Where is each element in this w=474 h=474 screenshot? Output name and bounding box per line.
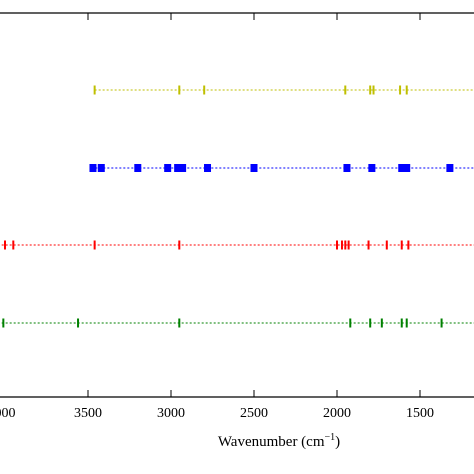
x-axis-label: Wavenumber (cm−1) bbox=[218, 432, 340, 450]
series-2-point-2 bbox=[134, 164, 142, 172]
x-tick-label-1: 3500 bbox=[74, 406, 102, 421]
series-2-point-1 bbox=[97, 164, 105, 172]
x-tick-label-5: 1500 bbox=[406, 406, 434, 421]
series-2-point-12 bbox=[446, 164, 454, 172]
x-tick-label-4: 2000 bbox=[323, 406, 351, 421]
series-4 bbox=[1, 318, 474, 328]
plot-frame bbox=[0, 12, 474, 398]
series-2-point-7 bbox=[250, 164, 258, 172]
series-1 bbox=[93, 85, 474, 95]
x-axis-label-main: Wavenumber (cm bbox=[218, 434, 325, 450]
series-3 bbox=[1, 240, 474, 250]
x-axis-label-superscript: −1 bbox=[325, 432, 336, 443]
series-2 bbox=[89, 164, 474, 172]
series-2-point-5 bbox=[179, 164, 187, 172]
x-tick-labels: 000 3500 3000 2500 2000 1500 bbox=[0, 406, 434, 421]
series-2-point-3 bbox=[164, 164, 172, 172]
x-tick-label-2: 3000 bbox=[157, 406, 185, 421]
series-2-point-10 bbox=[398, 164, 406, 172]
x-ticks bbox=[87, 13, 421, 397]
series-2-point-4 bbox=[174, 164, 182, 172]
x-axis-label-close: ) bbox=[335, 434, 340, 450]
series-layer bbox=[1, 85, 474, 328]
series-2-point-6 bbox=[204, 164, 212, 172]
series-2-point-0 bbox=[89, 164, 97, 172]
x-tick-label-0: 000 bbox=[0, 406, 16, 421]
series-2-point-8 bbox=[343, 164, 351, 172]
x-tick-label-3: 2500 bbox=[240, 406, 268, 421]
series-2-point-9 bbox=[368, 164, 376, 172]
series-2-point-11 bbox=[403, 164, 411, 172]
